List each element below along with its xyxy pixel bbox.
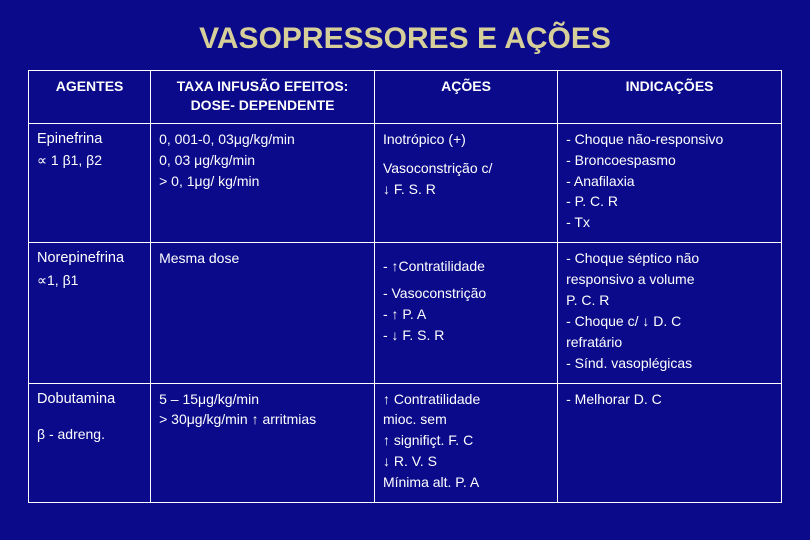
th-agentes: AGENTES (29, 71, 151, 124)
agent-name: Epinefrina (37, 130, 142, 150)
cell-acoes: - ↑Contratilidade - Vasoconstrição - ↑ P… (374, 243, 557, 383)
taxa-line: 0, 03 μg/kg/min (159, 151, 366, 170)
cell-agente: Norepinefrina ∝1, β1 (29, 243, 151, 383)
taxa-line: Mesma dose (159, 249, 366, 268)
taxa-line: 0, 001-0, 03μg/kg/min (159, 130, 366, 149)
table-row: Norepinefrina ∝1, β1 Mesma dose - ↑Contr… (29, 243, 782, 383)
cell-indicacoes: - Choque séptico não responsivo a volume… (558, 243, 782, 383)
agent-name: Dobutamina (37, 390, 142, 410)
ind-line: - P. C. R (566, 192, 773, 211)
acoes-line: mioc. sem (383, 410, 549, 429)
agent-receptors: ∝ 1 β1, β2 (37, 151, 142, 170)
acoes-line: - ↓ F. S. R (383, 326, 549, 345)
spacer (37, 409, 142, 423)
ind-line: responsivo a volume (566, 270, 773, 289)
cell-taxa: 5 – 15μg/kg/min > 30μg/kg/min ↑ arritmia… (151, 383, 375, 502)
slide-container: VASOPRESSORES E AÇÕES AGENTES TAXA INFUS… (0, 0, 810, 540)
spacer (383, 278, 549, 282)
th-taxa: TAXA INFUSÃO EFEITOS: DOSE- DEPENDENTE (151, 71, 375, 124)
acoes-line: - ↑ P. A (383, 305, 549, 324)
agent-name: Norepinefrina (37, 249, 142, 269)
cell-indicacoes: - Melhorar D. C (558, 383, 782, 502)
vasopressors-table: AGENTES TAXA INFUSÃO EFEITOS: DOSE- DEPE… (28, 70, 782, 503)
ind-line: - Choque não-responsivo (566, 130, 773, 149)
table-header-row: AGENTES TAXA INFUSÃO EFEITOS: DOSE- DEPE… (29, 71, 782, 124)
th-indicacoes: INDICAÇÕES (558, 71, 782, 124)
acoes-line: - ↑Contratilidade (383, 257, 549, 276)
table-row: Epinefrina ∝ 1 β1, β2 0, 001-0, 03μg/kg/… (29, 123, 782, 242)
slide-title: VASOPRESSORES E AÇÕES (28, 22, 782, 56)
ind-line: - Anafilaxia (566, 172, 773, 191)
ind-line: - Broncoespasmo (566, 151, 773, 170)
acoes-line: - Vasoconstrição (383, 284, 549, 303)
acoes-line: Mínima alt. P. A (383, 473, 549, 492)
taxa-line: > 30μg/kg/min ↑ arritmias (159, 410, 366, 429)
ind-line: - Melhorar D. C (566, 390, 773, 409)
ind-line: - Sínd. vasoplégicas (566, 354, 773, 373)
ind-line: refratário (566, 333, 773, 352)
cell-agente: Epinefrina ∝ 1 β1, β2 (29, 123, 151, 242)
cell-acoes: Inotrópico (+) Vasoconstrição c/ ↓ F. S.… (374, 123, 557, 242)
acoes-line: Inotrópico (+) (383, 130, 549, 149)
acoes-line: ↑ signifiçt. F. C (383, 431, 549, 450)
acoes-line: ↑ Contratilidade (383, 390, 549, 409)
cell-taxa: 0, 001-0, 03μg/kg/min 0, 03 μg/kg/min > … (151, 123, 375, 242)
acoes-line: ↓ F. S. R (383, 180, 549, 199)
taxa-line: > 0, 1μg/ kg/min (159, 172, 366, 191)
cell-agente: Dobutamina β - adreng. (29, 383, 151, 502)
spacer (383, 151, 549, 157)
acoes-line: ↓ R. V. S (383, 452, 549, 471)
cell-indicacoes: - Choque não-responsivo - Broncoespasmo … (558, 123, 782, 242)
ind-line: - Choque c/ ↓ D. C (566, 312, 773, 331)
ind-line: - Tx (566, 213, 773, 232)
cell-taxa: Mesma dose (151, 243, 375, 383)
acoes-line: Vasoconstrição c/ (383, 159, 549, 178)
ind-line: - Choque séptico não (566, 249, 773, 268)
agent-receptors: ∝1, β1 (37, 271, 142, 290)
table-row: Dobutamina β - adreng. 5 – 15μg/kg/min >… (29, 383, 782, 502)
taxa-line: 5 – 15μg/kg/min (159, 390, 366, 409)
ind-line: P. C. R (566, 291, 773, 310)
th-acoes: AÇÕES (374, 71, 557, 124)
agent-receptors: β - adreng. (37, 425, 142, 444)
spacer (383, 249, 549, 255)
cell-acoes: ↑ Contratilidade mioc. sem ↑ signifiçt. … (374, 383, 557, 502)
